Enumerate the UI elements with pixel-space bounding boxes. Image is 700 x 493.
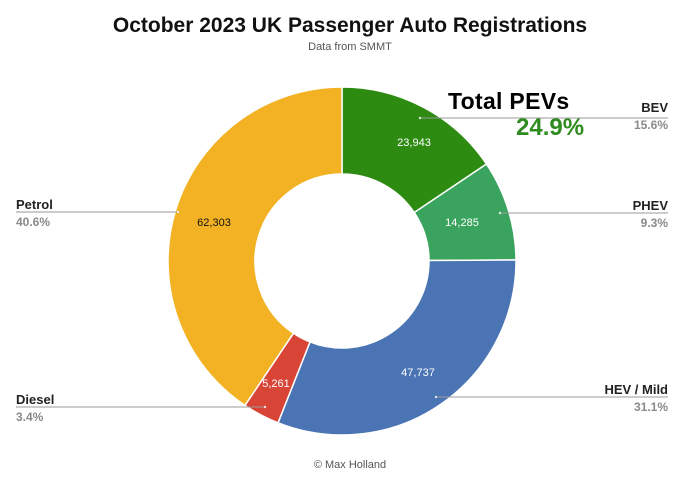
value-label-phev: 14,285 <box>445 217 479 229</box>
credit: © Max Holland <box>313 459 387 471</box>
legend-label-phev: PHEV <box>633 198 669 213</box>
legend-label-bev: BEV <box>641 100 668 115</box>
leader-dot-bev <box>418 116 422 120</box>
legend-label-petrol: Petrol <box>16 197 53 212</box>
legend-label-diesel: Diesel <box>16 392 54 407</box>
legend-label-hev-mild: HEV / Mild <box>604 382 668 397</box>
value-label-bev: 23,943 <box>397 137 431 149</box>
chart-subtitle: Data from SMMT <box>308 41 392 53</box>
slice-hev-mild <box>277 259 517 436</box>
value-label-hev-mild: 47,737 <box>401 367 435 379</box>
legend-percent-diesel: 3.4% <box>16 410 44 424</box>
chart-title: October 2023 UK Passenger Auto Registrat… <box>112 14 588 37</box>
leader-dot-diesel <box>263 405 267 409</box>
legend-percent-phev: 9.3% <box>641 216 669 230</box>
legend-percent-petrol: 40.6% <box>16 215 50 229</box>
leader-dot-phev <box>498 211 502 215</box>
value-label-petrol: 62,303 <box>197 217 231 229</box>
value-label-diesel: 5,261 <box>262 378 290 390</box>
total-pevs-title: Total PEVs <box>448 88 570 114</box>
leader-dot-petrol <box>176 210 180 214</box>
slice-bev <box>341 86 488 214</box>
slice-petrol <box>167 86 343 407</box>
legend-percent-hev-mild: 31.1% <box>634 400 668 414</box>
leader-dot-hev-mild <box>434 395 438 399</box>
legend-percent-bev: 15.6% <box>634 118 668 132</box>
